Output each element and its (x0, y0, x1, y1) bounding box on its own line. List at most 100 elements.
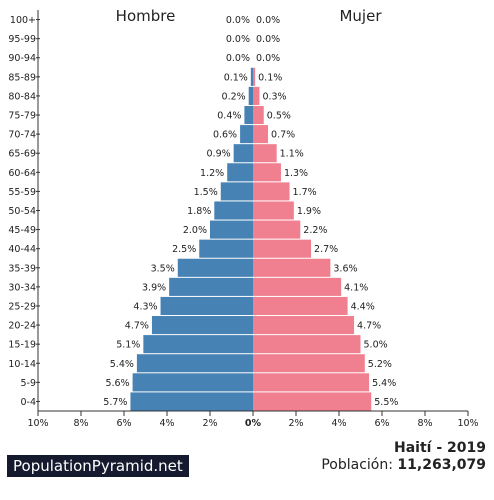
age-group-label: 85-89 (8, 72, 36, 83)
male-value-label: 1.8% (187, 206, 211, 217)
male-bar (214, 201, 253, 220)
female-value-label: 0.0% (256, 15, 280, 26)
male-value-label: 0.4% (217, 111, 241, 122)
female-value-label: 0.3% (262, 91, 286, 102)
male-value-label: 1.5% (194, 187, 218, 198)
x-tick-label: 8% (73, 418, 88, 429)
male-bar (177, 258, 253, 277)
male-value-label: 0.9% (207, 149, 231, 160)
female-bar (253, 86, 260, 105)
age-group-label: 50-54 (8, 206, 36, 217)
age-group-label: 0-4 (20, 397, 36, 408)
right-side-title: Mujer (339, 7, 382, 25)
age-group-label: 80-84 (8, 91, 36, 102)
age-group-label: 65-69 (8, 149, 36, 160)
age-group-label: 100+ (10, 15, 36, 26)
female-value-label: 4.4% (351, 301, 375, 312)
male-bar (244, 105, 253, 125)
age-group-label: 95-99 (8, 34, 36, 45)
age-group-label: 40-44 (8, 244, 36, 255)
female-bar (253, 105, 264, 125)
male-value-label: 4.3% (133, 301, 157, 312)
female-bar (253, 163, 281, 182)
female-value-label: 5.4% (372, 378, 396, 389)
age-group-label: 15-19 (8, 340, 36, 351)
x-tick-label: 10% (27, 418, 48, 429)
female-value-label: 0.0% (256, 34, 280, 45)
male-bar (132, 373, 253, 392)
male-bar (199, 239, 253, 258)
male-bar (227, 163, 253, 182)
female-value-label: 0.7% (271, 130, 295, 141)
female-bar (253, 373, 370, 392)
male-value-label: 5.1% (116, 340, 140, 351)
female-value-label: 1.9% (297, 206, 321, 217)
female-bar (253, 201, 294, 220)
male-value-label: 2.5% (172, 244, 196, 255)
chart-country-year-title: Haití - 2019 (394, 440, 486, 456)
brand-logo-text[interactable]: PopulationPyramid.net (7, 455, 189, 477)
age-group-label: 30-34 (8, 282, 36, 293)
male-bar (169, 277, 253, 296)
female-value-label: 5.5% (374, 397, 398, 408)
male-value-label: 0.6% (213, 130, 237, 141)
female-value-label: 5.0% (364, 340, 388, 351)
male-value-label: 0.0% (226, 15, 250, 26)
male-value-label: 3.5% (151, 263, 175, 274)
male-bar (160, 296, 253, 316)
male-value-label: 1.2% (200, 168, 224, 179)
male-value-label: 0.0% (226, 53, 250, 64)
female-bar (253, 125, 269, 144)
population-label: Población: (321, 457, 393, 473)
x-tick-label: 6% (116, 418, 131, 429)
male-bar (210, 220, 253, 239)
male-bar (233, 144, 253, 163)
male-bar (248, 86, 253, 105)
age-group-label: 10-14 (8, 359, 36, 370)
female-value-label: 1.3% (284, 168, 308, 179)
female-value-label: 2.7% (314, 244, 338, 255)
left-side-title: Hombre (116, 7, 176, 25)
female-value-label: 4.7% (357, 321, 381, 332)
female-value-label: 1.7% (293, 187, 317, 198)
population-value: 11,263,079 (397, 457, 486, 473)
age-group-label: 5-9 (20, 378, 36, 389)
female-value-label: 3.6% (333, 263, 357, 274)
female-value-label: 0.0% (256, 53, 280, 64)
female-value-label: 1.1% (280, 149, 304, 160)
x-tick-label: 2% (288, 418, 303, 429)
age-group-label: 90-94 (8, 53, 36, 64)
x-tick-label: 10% (457, 418, 478, 429)
female-bar (253, 220, 301, 239)
male-value-label: 5.6% (105, 378, 129, 389)
x-tick-label: 2% (202, 418, 217, 429)
female-bar (253, 182, 290, 201)
male-bar (250, 67, 253, 86)
male-bar (136, 354, 253, 373)
age-group-label: 70-74 (8, 130, 36, 141)
male-bar (151, 316, 253, 335)
x-tick-label: 6% (374, 418, 389, 429)
population-total: Población: 11,263,079 (321, 457, 486, 473)
x-tick-label: 4% (331, 418, 346, 429)
age-group-label: 20-24 (8, 321, 36, 332)
age-group-label: 35-39 (8, 263, 36, 274)
age-group-label: 25-29 (8, 301, 36, 312)
age-group-label: 60-64 (8, 168, 36, 179)
female-bar (253, 316, 355, 335)
male-bar (240, 125, 253, 144)
male-value-label: 4.7% (125, 321, 149, 332)
male-bar (143, 335, 253, 354)
x-tick-label: 0% (245, 418, 262, 429)
population-pyramid-chart: Hombre Mujer 5.7% 5.5% 0-4 5.6% 5.4% 5-9 5.4% 5.2… (8, 7, 478, 429)
female-value-label: 0.5% (267, 111, 291, 122)
female-bar (253, 277, 342, 296)
female-value-label: 0.1% (258, 72, 282, 83)
female-bar (253, 258, 331, 277)
female-value-label: 4.1% (344, 282, 368, 293)
male-value-label: 5.4% (110, 359, 134, 370)
male-value-label: 0.0% (226, 34, 250, 45)
x-tick-label: 4% (159, 418, 174, 429)
age-group-label: 55-59 (8, 187, 36, 198)
age-group-label: 75-79 (8, 111, 36, 122)
